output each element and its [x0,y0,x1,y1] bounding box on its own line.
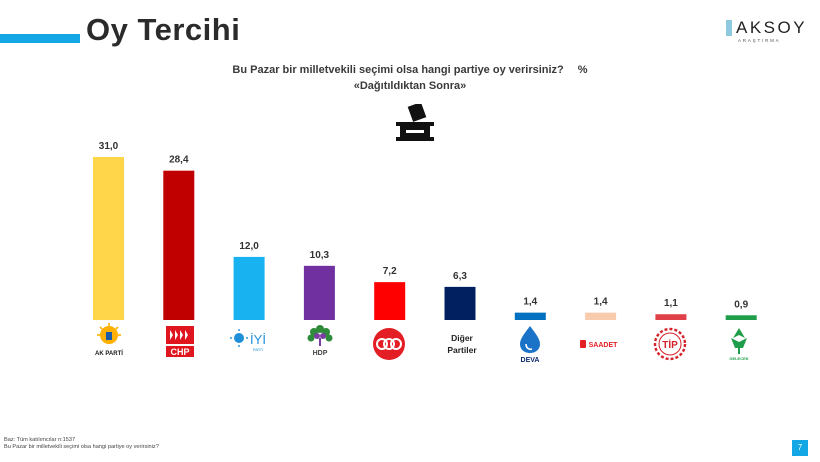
iyi-logo-icon: İYİ PARTİ [230,329,266,352]
bar-6 [444,286,476,320]
bar-value-label: 1,1 [664,298,678,309]
bar-5 [374,282,406,320]
brand-subtitle: ARAŞTIRMA [738,38,781,43]
bar-1 [93,157,124,320]
footer-base: Baz: Tüm katılımcılar n:1537 [4,437,76,443]
other-parties-line2: Partiler [447,345,477,355]
unit-label: % [577,64,588,76]
tip-logo-text: TİP [662,338,678,351]
header-accent-bar [0,34,80,43]
mhp-logo-icon [373,328,405,360]
hdp-logo-icon: HDP [307,325,333,357]
bar-value-label: 10,3 [310,250,330,261]
brand-mark [726,20,732,36]
bar-value-label: 31,0 [99,141,119,152]
deva-logo-icon: DEVA [520,326,540,364]
question-text: Bu Pazar bir milletvekili seçimi olsa ha… [232,64,564,76]
saadet-logo-text: SAADET [589,342,619,349]
gelecek-logo-icon: GELECEK [729,328,749,361]
footer-note: Baz: Tüm katılımcılar n:1537 Bu Pazar bi… [4,437,159,451]
other-parties-line1: Diğer [451,333,473,343]
bar-4 [303,265,335,320]
footer-question: Bu Pazar bir milletvekili seçimi olsa ha… [4,444,159,450]
bar-value-label: 28,4 [169,155,189,166]
deva-logo-text: DEVA [521,357,540,364]
bar-value-label: 7,2 [383,266,397,277]
chp-logo-icon: CHP [166,326,194,357]
page-title: Oy Tercihi [86,12,241,47]
page-number: 7 [792,440,808,456]
bar-8 [585,312,617,320]
bar-3 [233,256,265,320]
iyi-logo-text: İYİ [250,332,266,347]
bar-value-label: 6,3 [453,271,467,282]
chp-logo-text: CHP [170,347,189,357]
iyi-logo-subtext: PARTİ [253,347,263,352]
other-parties-label: Diğer Partiler [435,332,489,356]
chart-question: Bu Pazar bir milletvekili seçimi olsa ha… [200,62,620,94]
gelecek-logo-text: GELECEK [729,356,748,361]
bar-value-label: 1,4 [594,297,608,308]
bar-2 [163,170,195,320]
brand-name: AKSOY [736,18,808,37]
saadet-logo-icon: SAADET [580,340,619,349]
tip-logo-icon: TİP [653,327,687,361]
brand-logo: AKSOY ARAŞTIRMA [726,18,805,44]
akp-logo-icon: AK PARTİ [95,323,123,357]
ballot-box-icon [396,104,434,141]
bar-value-label: 0,9 [734,299,748,310]
hdp-logo-text: HDP [313,350,328,357]
bar-value-label: 1,4 [523,297,537,308]
bar-7 [514,312,546,320]
akp-logo-text: AK PARTİ [95,350,123,357]
bar-10 [725,315,757,320]
bar-9 [655,314,687,320]
question-subtitle: «Dağıtıldıktan Sonra» [353,80,467,92]
bar-value-label: 12,0 [239,241,259,252]
